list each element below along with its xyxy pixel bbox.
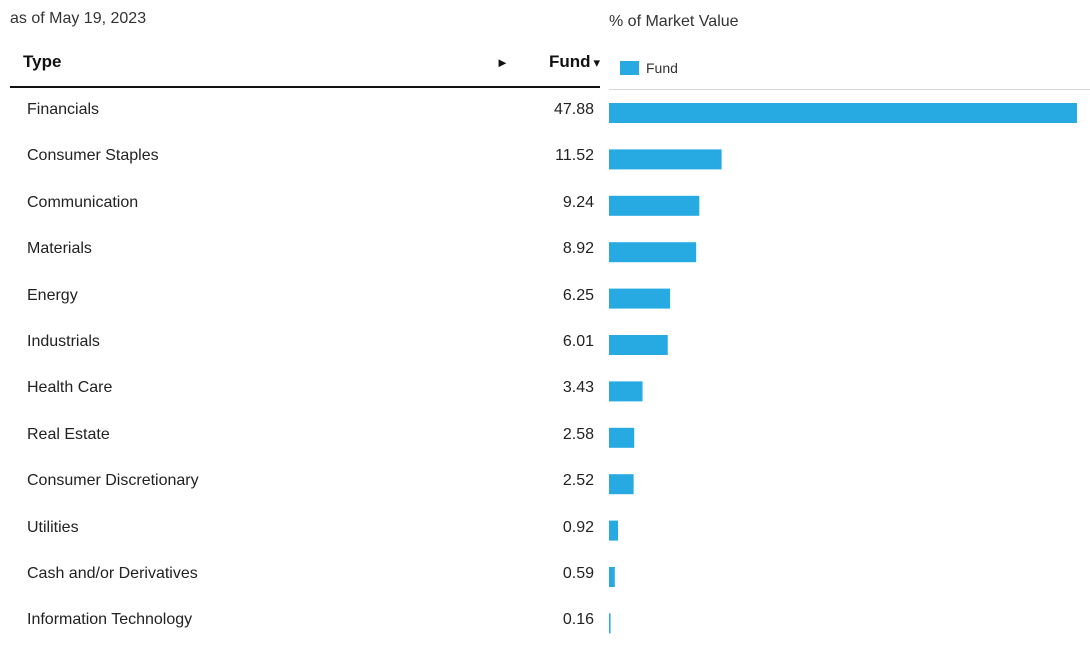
bar-energy bbox=[609, 288, 671, 309]
bar-financials bbox=[609, 103, 1077, 123]
row-type-label: Industrials bbox=[27, 333, 100, 350]
table-row: Financials 47.88 bbox=[10, 98, 600, 144]
row-type-label: Cash and/or Derivatives bbox=[27, 565, 198, 582]
table-row: Utilities 0.92 bbox=[10, 516, 600, 562]
row-fund-value: 0.59 bbox=[562, 565, 594, 582]
row-type-label: Real Estate bbox=[27, 425, 110, 443]
table-row: Consumer Staples 11.52 bbox=[10, 144, 600, 190]
chart-top-rule bbox=[609, 89, 1090, 90]
bar-materials bbox=[609, 242, 697, 263]
table-row: Consumer Discretionary 2.52 bbox=[10, 469, 600, 515]
table-row: Materials 8.92 bbox=[10, 237, 600, 283]
row-fund-value: 6.25 bbox=[562, 286, 594, 304]
bar-cash-and-or-derivatives bbox=[609, 567, 615, 587]
row-fund-value: 2.52 bbox=[562, 472, 594, 490]
chart-legend: Fund bbox=[620, 60, 678, 76]
bar-consumer-discretionary bbox=[609, 474, 634, 495]
table-row: Industrials 6.01 bbox=[10, 330, 600, 376]
column-header-fund-label: Fund bbox=[549, 52, 591, 71]
chart-title: % of Market Value bbox=[609, 13, 739, 30]
bar-real-estate bbox=[609, 427, 635, 448]
table-row: Information Technology 0.16 bbox=[10, 608, 600, 654]
sort-caret-icon: ▾ bbox=[593, 55, 601, 70]
row-type-label: Materials bbox=[27, 240, 92, 258]
row-fund-value: 2.58 bbox=[562, 425, 594, 443]
row-fund-value: 3.43 bbox=[562, 379, 594, 397]
table-row: Cash and/or Derivatives 0.59 bbox=[10, 562, 600, 608]
row-type-label: Financials bbox=[27, 101, 100, 118]
row-fund-value: 0.16 bbox=[562, 611, 594, 629]
bar-chart bbox=[609, 103, 1077, 634]
bar-information-technology bbox=[609, 613, 611, 634]
row-type-label: Utilities bbox=[27, 518, 79, 536]
row-fund-value: 0.92 bbox=[562, 518, 594, 536]
row-fund-value: 9.24 bbox=[562, 193, 594, 211]
row-type-label: Information Technology bbox=[27, 611, 193, 629]
row-type-label: Energy bbox=[27, 286, 78, 304]
header-rule bbox=[10, 86, 600, 88]
row-type-label: Consumer Staples bbox=[27, 147, 159, 165]
row-fund-value: 11.52 bbox=[555, 147, 594, 165]
bar-communication bbox=[609, 195, 700, 216]
bar-utilities bbox=[609, 520, 618, 541]
as-of-date: as of May 19, 2023 bbox=[10, 10, 147, 27]
legend-label: Fund bbox=[646, 60, 678, 76]
column-header-fund[interactable]: Fund ▾ bbox=[549, 52, 600, 72]
bar-consumer-staples bbox=[609, 149, 722, 170]
bar-industrials bbox=[609, 335, 668, 355]
row-fund-value: 47.88 bbox=[553, 101, 594, 118]
table-row: Real Estate 2.58 bbox=[10, 423, 600, 469]
expand-arrow-icon[interactable]: ► bbox=[496, 55, 509, 70]
row-type-label: Consumer Discretionary bbox=[27, 472, 199, 490]
bar-health-care bbox=[609, 381, 643, 402]
table-row: Health Care 3.43 bbox=[10, 376, 600, 422]
row-type-label: Health Care bbox=[27, 379, 113, 397]
row-type-label: Communication bbox=[27, 193, 139, 211]
table-row: Energy 6.25 bbox=[10, 284, 600, 330]
row-fund-value: 8.92 bbox=[562, 240, 594, 258]
column-header-type: Type bbox=[23, 52, 62, 71]
table-row: Communication 9.24 bbox=[10, 191, 600, 237]
legend-swatch bbox=[620, 61, 639, 75]
row-fund-value: 6.01 bbox=[562, 333, 594, 350]
